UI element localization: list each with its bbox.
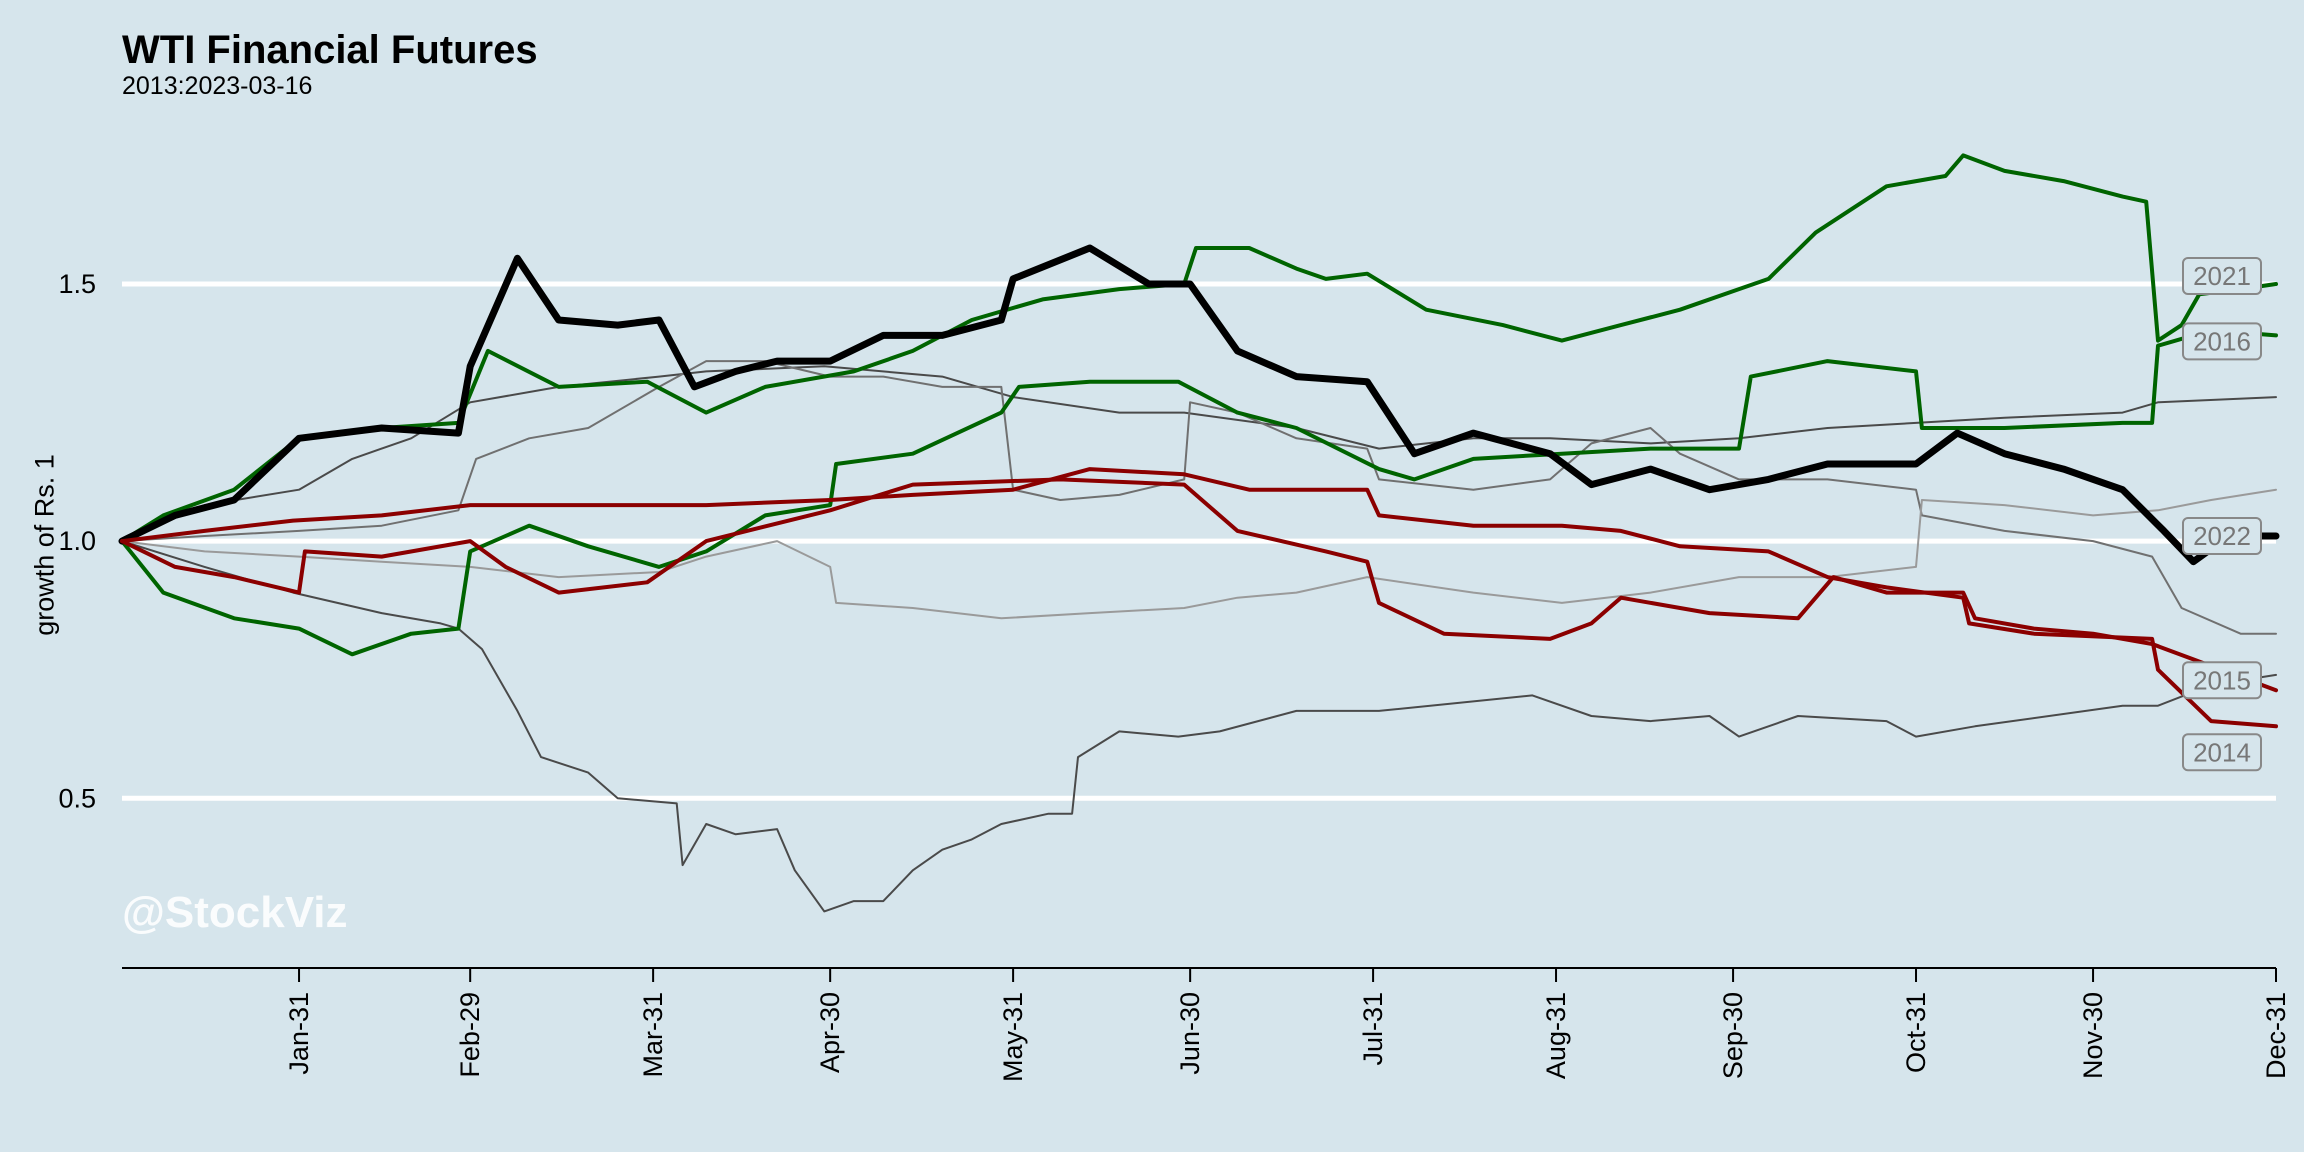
y-axis-label: growth of Rs. 1 [29, 454, 60, 636]
x-tick-label: Nov-30 [2078, 992, 2108, 1079]
chart-subtitle: 2013:2023-03-16 [122, 72, 313, 100]
y-tick-label: 0.5 [58, 783, 96, 813]
x-tick-label: Dec-31 [2261, 992, 2291, 1079]
x-tick-label: Feb-29 [455, 992, 485, 1078]
series-lines [118, 153, 2280, 913]
x-tick-label: Aug-31 [1541, 992, 1571, 1079]
watermark: @StockViz [122, 888, 348, 937]
chart-title: WTI Financial Futures [122, 28, 538, 72]
x-tick-label: Sep-30 [1718, 992, 1748, 1079]
x-tick-label: Oct-31 [1901, 992, 1931, 1073]
series-line-2021 [120, 153, 2278, 544]
series-label-box-2015 [2182, 661, 2262, 700]
y-tick-label: 1.5 [58, 269, 96, 299]
series-labels: 2021 2016 2022 2015 2014 [2182, 257, 2262, 772]
series-label-box-2014 [2182, 733, 2262, 772]
series-label-2021: 2021 [2193, 261, 2251, 291]
x-tick-label: May-31 [998, 992, 1028, 1082]
series-line-2016 [120, 328, 2278, 657]
x-tick-label: Jun-30 [1175, 992, 1205, 1075]
series-label-box-2016 [2182, 322, 2262, 361]
gridlines [122, 281, 2276, 801]
series-line-other [121, 540, 2277, 913]
x-tick-label: Jul-31 [1358, 992, 1388, 1066]
series-label-box-2022 [2182, 517, 2262, 555]
series-label-2022: 2022 [2193, 521, 2251, 551]
series-line-other [121, 488, 2277, 620]
series-label-2014: 2014 [2193, 737, 2251, 767]
series-label-box-2021 [2182, 257, 2262, 295]
series-line-2022 [118, 244, 2280, 566]
series-label-2015: 2015 [2193, 665, 2251, 695]
series-label-2016: 2016 [2193, 326, 2251, 356]
y-tick-label: 1.0 [58, 526, 96, 556]
series-line-2015 [120, 477, 2278, 693]
x-tick-label: Jan-31 [284, 992, 314, 1075]
series-line-2014 [120, 467, 2278, 729]
x-tick-label: Mar-31 [638, 992, 668, 1078]
x-tick-label: Apr-30 [815, 992, 845, 1073]
axes: 0.5 1.0 1.5 Jan-31 Feb-29 Mar-31 Apr-30 May-31 J… [58, 269, 2291, 1082]
series-line-other [121, 360, 2277, 635]
